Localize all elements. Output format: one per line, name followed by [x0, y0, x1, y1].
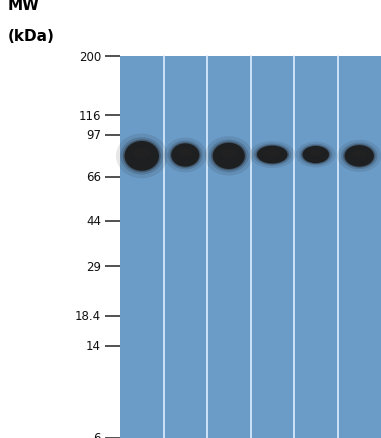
Ellipse shape	[120, 138, 163, 175]
Ellipse shape	[249, 142, 295, 169]
Ellipse shape	[265, 150, 280, 156]
Ellipse shape	[344, 146, 374, 167]
Ellipse shape	[352, 151, 367, 158]
Ellipse shape	[211, 142, 247, 171]
Ellipse shape	[299, 145, 332, 166]
Ellipse shape	[343, 145, 375, 168]
Text: 116: 116	[78, 110, 101, 123]
Ellipse shape	[170, 143, 201, 169]
Ellipse shape	[256, 145, 289, 165]
Ellipse shape	[253, 144, 291, 166]
Ellipse shape	[337, 141, 381, 173]
Ellipse shape	[164, 138, 207, 173]
Ellipse shape	[309, 150, 322, 156]
Ellipse shape	[205, 137, 253, 176]
Ellipse shape	[296, 142, 336, 168]
Ellipse shape	[168, 141, 203, 170]
Text: 6: 6	[93, 431, 101, 438]
Ellipse shape	[257, 146, 288, 164]
Ellipse shape	[221, 149, 237, 159]
Text: MW: MW	[8, 0, 40, 13]
Text: 29: 29	[86, 260, 101, 273]
Text: 44: 44	[86, 215, 101, 228]
Ellipse shape	[209, 140, 249, 173]
Ellipse shape	[116, 134, 168, 179]
Ellipse shape	[213, 143, 245, 170]
Ellipse shape	[341, 143, 378, 170]
Ellipse shape	[171, 144, 199, 167]
Ellipse shape	[123, 140, 161, 173]
Text: 66: 66	[86, 171, 101, 184]
Text: 14: 14	[86, 339, 101, 353]
Ellipse shape	[178, 149, 192, 157]
Bar	[120, 57, 381, 438]
Ellipse shape	[303, 147, 329, 164]
Ellipse shape	[301, 146, 330, 165]
Text: 18.4: 18.4	[75, 310, 101, 323]
Ellipse shape	[125, 141, 159, 171]
Text: 200: 200	[79, 50, 101, 64]
Text: 97: 97	[86, 129, 101, 142]
Ellipse shape	[133, 148, 150, 159]
Text: (kDa): (kDa)	[8, 29, 54, 44]
